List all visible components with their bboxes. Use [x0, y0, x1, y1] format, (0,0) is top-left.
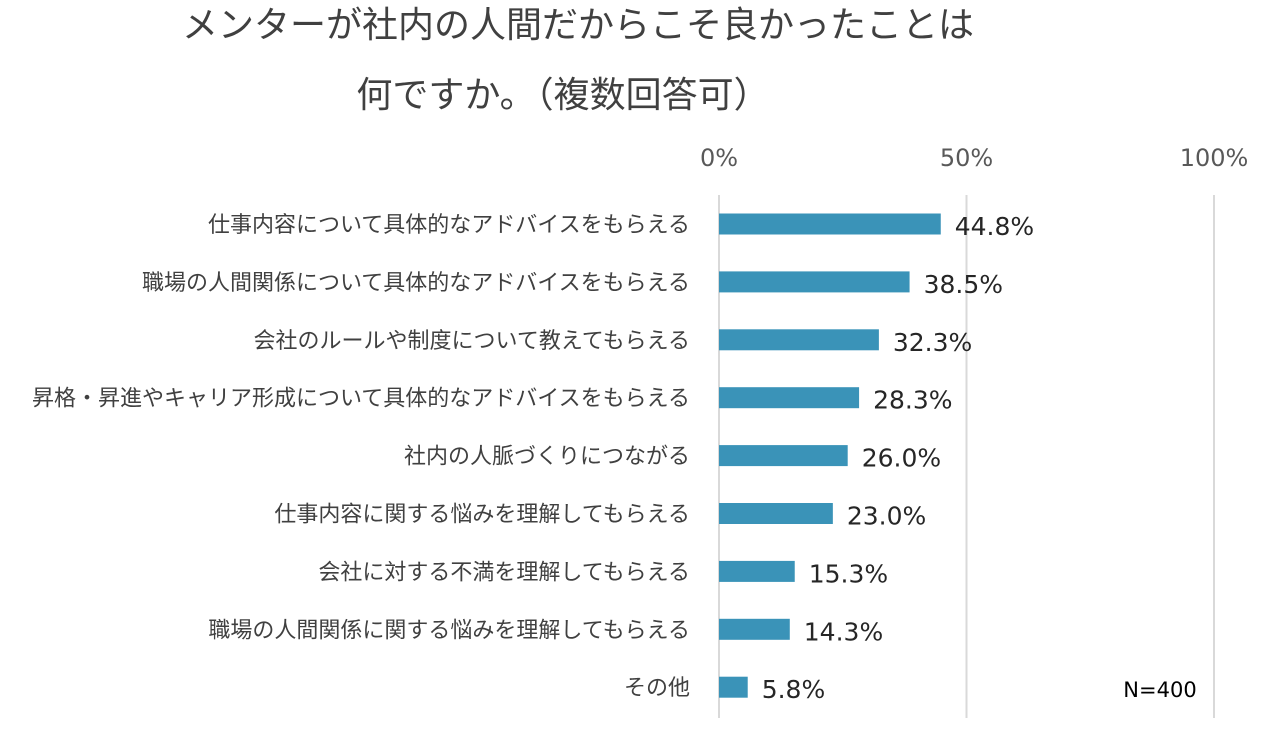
- data-label: 28.3%: [873, 386, 952, 415]
- data-label: 26.0%: [862, 444, 941, 473]
- sample-size-note: N=400: [1123, 678, 1196, 702]
- category-label: 職場の人間関係について具体的なアドバイスをもらえる: [142, 271, 690, 296]
- category-label: 職場の人間関係に関する悩みを理解してもらえる: [208, 618, 690, 643]
- bars: [719, 213, 941, 698]
- chart-title-line-1: メンターが社内の人間だからこそ良かったことは: [182, 5, 974, 46]
- bar: [719, 445, 848, 467]
- category-label: 会社のルールや制度について教えてもらえる: [254, 329, 690, 354]
- x-axis-ticks: 0% 50% 100%: [700, 144, 1248, 172]
- data-label: 5.8%: [762, 675, 826, 704]
- bar: [719, 387, 860, 409]
- data-label: 23.0%: [847, 502, 926, 531]
- bar: [719, 618, 790, 640]
- bar: [719, 329, 879, 351]
- bar: [719, 213, 941, 235]
- bar: [719, 676, 748, 698]
- x-tick-label: 0%: [700, 144, 738, 172]
- chart-title-line-2: 何ですか。（複数回答可）: [356, 75, 769, 116]
- data-label: 15.3%: [809, 559, 888, 588]
- data-label: 44.8%: [955, 212, 1034, 241]
- chart-title: メンターが社内の人間だからこそ良かったことは 何ですか。（複数回答可）: [182, 5, 974, 116]
- data-label: 32.3%: [893, 328, 972, 357]
- category-label: 仕事内容について具体的なアドバイスをもらえる: [208, 213, 690, 238]
- bar: [719, 503, 833, 524]
- category-label: 昇格・昇進やキャリア形成について具体的なアドバイスをもらえる: [32, 387, 690, 412]
- value-labels: 44.8% 38.5% 32.3% 28.3% 26.0% 23.0% 15.3% 14.3%…: [762, 212, 1034, 704]
- category-labels: 仕事内容について具体的なアドバイスをもらえる職場の人間関係について具体的なアドバ…: [32, 213, 690, 701]
- bar: [719, 271, 910, 293]
- data-label: 14.3%: [804, 617, 883, 646]
- category-label: 会社に対する不満を理解してもらえる: [318, 560, 690, 585]
- bar: [719, 560, 795, 582]
- data-label: 38.5%: [924, 270, 1003, 299]
- x-tick-label: 100%: [1180, 144, 1249, 172]
- x-tick-label: 50%: [940, 144, 993, 172]
- category-label: 社内の人脈づくりにつながる: [404, 445, 690, 470]
- category-label: 仕事内容に関する悩みを理解してもらえる: [274, 503, 690, 528]
- category-label: その他: [624, 676, 690, 701]
